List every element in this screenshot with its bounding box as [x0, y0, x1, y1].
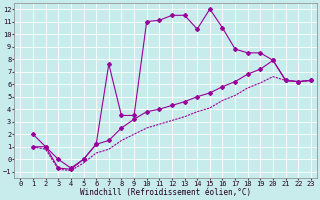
X-axis label: Windchill (Refroidissement éolien,°C): Windchill (Refroidissement éolien,°C) — [80, 188, 251, 197]
